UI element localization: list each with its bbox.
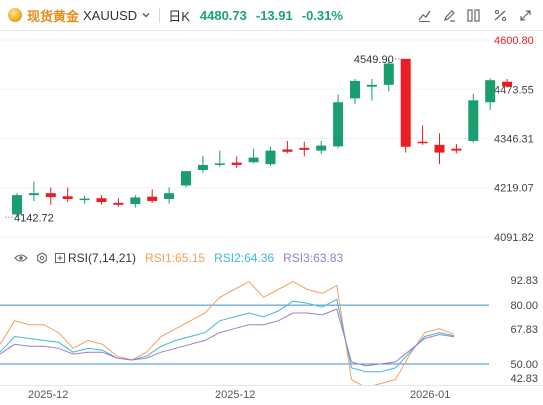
candle-body <box>350 80 360 99</box>
candle-body <box>485 80 496 103</box>
rsi-chart[interactable]: 92.83 80.00 67.83 50.00 42.83 <box>0 268 543 385</box>
rsi-axis-label: 67.83 <box>510 324 538 336</box>
rsi-header: RSI(7,14,21) RSI1:65.15 RSI2:64.36 RSI3:… <box>0 248 543 268</box>
x-axis-label: 2025-12 <box>28 389 69 401</box>
price-axis-label: 4091.82 <box>494 232 534 244</box>
chevron-down-icon[interactable] <box>141 10 151 20</box>
split-view-icon[interactable] <box>465 7 482 24</box>
candle-body <box>62 196 73 199</box>
rsi-axis-label: 80.00 <box>510 300 538 312</box>
price-change-pct: -0.31% <box>301 7 343 23</box>
x-axis-label: 2026-01 <box>410 389 451 401</box>
candle-body <box>316 145 327 151</box>
low-annotation: 4142.72 <box>14 212 54 224</box>
gold-coin-icon <box>8 8 22 22</box>
symbol-code[interactable]: XAUUSD <box>83 7 138 23</box>
rsi-axis-label: 42.83 <box>510 373 538 385</box>
candle-body <box>265 150 276 165</box>
price-change: -13.91 <box>255 7 293 23</box>
candle-body <box>79 198 90 201</box>
rsi2-value: RSI2:64.36 <box>214 251 275 265</box>
rsi2-line <box>0 298 455 373</box>
indicator-icon[interactable] <box>492 7 509 24</box>
price-axis-label: 4346.31 <box>494 134 534 146</box>
rsi1-line <box>0 280 455 385</box>
gear-icon[interactable] <box>36 252 48 264</box>
candle-body <box>434 144 445 153</box>
line-draw-icon[interactable] <box>416 7 433 24</box>
header-divider <box>159 7 161 23</box>
candle-body <box>28 193 39 196</box>
candlestick-chart[interactable]: 4600.80 4473.55 4346.31 4219.07 4091.82 4549.… <box>0 31 543 248</box>
candle-body <box>45 193 56 198</box>
x-axis-label: 2025-12 <box>215 389 256 401</box>
rsi-axis-label: 50.00 <box>510 359 538 371</box>
price-axis-label: 4219.07 <box>494 183 534 195</box>
period-selector[interactable]: 日K <box>168 8 190 24</box>
candle-body <box>214 163 225 165</box>
price-axis-label: 4473.55 <box>494 84 534 96</box>
candle-body <box>12 195 22 215</box>
candle-body <box>383 63 394 85</box>
price-axis-label: 4600.80 <box>494 35 534 47</box>
candle-body <box>113 202 124 205</box>
fullscreen-icon[interactable] <box>517 7 534 24</box>
candle-body <box>333 102 344 147</box>
candle-body <box>197 164 208 170</box>
rsi-title[interactable]: RSI(7,14,21) <box>68 251 137 265</box>
candle-body <box>502 81 513 87</box>
candle-body <box>164 193 175 199</box>
candle-body <box>366 84 377 87</box>
candle-body <box>231 162 242 165</box>
current-price: 4480.73 <box>199 7 247 23</box>
candle-body <box>130 197 141 205</box>
candle-body <box>96 198 107 203</box>
candle-body <box>400 58 411 147</box>
candle-body <box>299 147 310 150</box>
candle-body <box>282 149 293 152</box>
eye-icon[interactable] <box>14 253 28 263</box>
rsi3-line <box>0 308 455 367</box>
candle-body <box>181 171 191 186</box>
rsi-axis-label: 92.83 <box>510 275 538 287</box>
candle-body <box>147 196 158 201</box>
candle-body <box>417 141 428 144</box>
candle-body <box>248 157 259 163</box>
x-axis: 2025-12 2025-12 2026-01 <box>0 385 543 405</box>
candle-body <box>468 100 479 141</box>
symbol-name[interactable]: 现货黄金 <box>27 8 80 24</box>
rsi3-value: RSI3:63.83 <box>283 251 344 265</box>
rsi1-value: RSI1:65.15 <box>145 251 206 265</box>
pencil-icon[interactable] <box>441 7 458 24</box>
chart-header: 现货黄金 XAUUSD 日K 4480.73 -13.91 -0.31% <box>0 0 543 31</box>
high-annotation: 4549.90 <box>354 54 394 66</box>
candle-body <box>451 148 462 151</box>
expand-indicator-icon[interactable] <box>55 253 65 263</box>
